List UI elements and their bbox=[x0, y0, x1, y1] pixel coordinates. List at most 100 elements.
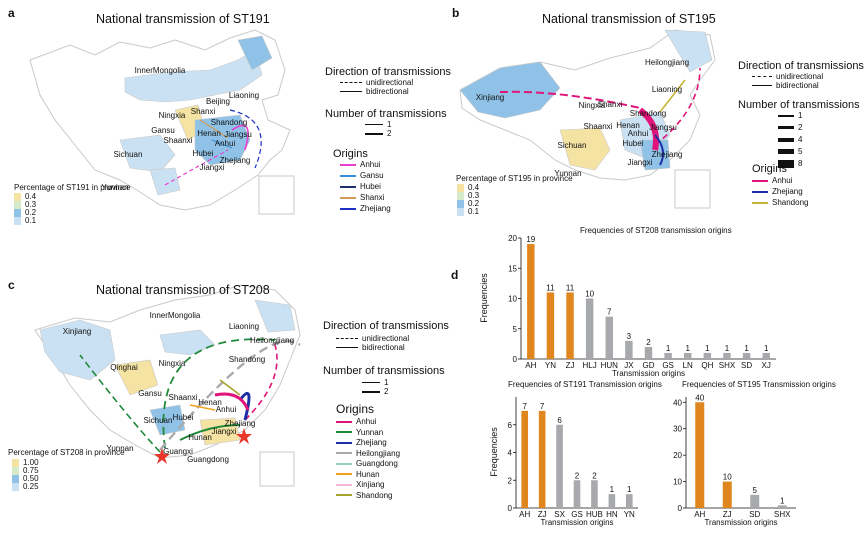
pct-swatch bbox=[14, 200, 21, 209]
province-labels-b: Heilongjiang Xinjiang Liaoning NingxiaShanx… bbox=[476, 58, 689, 178]
origin-item: Hubei bbox=[340, 182, 381, 191]
y-axis-label: Frequencies bbox=[479, 273, 489, 323]
bar bbox=[546, 292, 555, 359]
pct-label: 0.4 bbox=[25, 192, 37, 201]
data-label: 1 bbox=[686, 344, 691, 353]
number-item-a-0: 1 bbox=[365, 120, 391, 129]
origin-label: Anhui bbox=[360, 160, 381, 169]
province-label: Gansu bbox=[138, 389, 162, 398]
origin-swatch-icon bbox=[336, 473, 352, 475]
pct-title-c: Percentage of ST208 in province bbox=[8, 448, 125, 457]
data-label: 1 bbox=[725, 344, 730, 353]
y-tick-label: 4 bbox=[508, 449, 513, 458]
x-axis-label: Transmission origins bbox=[540, 518, 613, 527]
number-label: 1 bbox=[384, 378, 389, 387]
pct-label: 0.3 bbox=[468, 191, 480, 200]
pct-tick: 0.3 bbox=[457, 191, 479, 200]
x-tick-label: SHX bbox=[719, 361, 736, 370]
origin-item: Guangdong bbox=[336, 459, 398, 468]
province-label: Jiangsu bbox=[649, 123, 677, 132]
origin-label: Shandong bbox=[772, 198, 809, 207]
pct-label: 0.50 bbox=[23, 474, 39, 483]
data-label: 7 bbox=[540, 402, 545, 411]
province-label: Xinjiang bbox=[476, 93, 504, 102]
y-tick-label: 6 bbox=[508, 421, 513, 430]
origin-label: Anhui bbox=[356, 417, 377, 426]
pct-label: 0.2 bbox=[25, 208, 37, 217]
pct-label: 0.2 bbox=[468, 199, 480, 208]
x-tick-label: AH bbox=[525, 361, 536, 370]
number-title-c: Number of transmissions bbox=[323, 365, 445, 377]
bar bbox=[608, 494, 616, 508]
origin-item: Zhejiang bbox=[752, 187, 803, 196]
origin-swatch-icon bbox=[336, 452, 352, 454]
data-label: 7 bbox=[522, 402, 527, 411]
number-label: 2 bbox=[384, 387, 389, 396]
province-label: Jiangxi bbox=[628, 158, 653, 167]
origin-swatch-icon bbox=[336, 483, 352, 486]
number-item-a-1: 2 bbox=[365, 129, 391, 138]
direction-item-b-1: bidirectional bbox=[752, 81, 819, 90]
direction-label: bidirectional bbox=[366, 87, 409, 96]
data-label: 5 bbox=[753, 486, 758, 495]
pct-swatch bbox=[457, 183, 464, 192]
pct-swatch bbox=[457, 199, 464, 208]
x-tick-label: GS bbox=[571, 510, 583, 519]
pct-tick: 0.75 bbox=[12, 466, 39, 475]
province-label: Sichuan bbox=[114, 150, 143, 159]
data-label: 6 bbox=[557, 416, 562, 425]
province-label: Jiangsu bbox=[224, 130, 252, 139]
pct-tick: 0.50 bbox=[12, 474, 39, 483]
province-label: Guangdong bbox=[187, 455, 229, 464]
province-label: Jiangxi bbox=[200, 163, 225, 172]
province-label: Guangxi bbox=[163, 447, 193, 456]
province-label: Ningxia bbox=[159, 359, 186, 368]
origin-label: Gansu bbox=[360, 171, 384, 180]
bar bbox=[538, 410, 546, 508]
origin-item: Anhui bbox=[336, 417, 376, 426]
origin-label: Anhui bbox=[772, 176, 793, 185]
pct-swatch bbox=[14, 192, 21, 201]
province-label: Yunnan bbox=[554, 169, 581, 178]
x-tick-label: GS bbox=[662, 361, 674, 370]
bar bbox=[605, 316, 613, 359]
china-map-b bbox=[459, 29, 716, 209]
direction-item-c-0: unidirectional bbox=[336, 334, 409, 343]
y-tick-label: 30 bbox=[673, 425, 682, 434]
province-label: Anhui bbox=[216, 405, 237, 414]
number-item: 8 bbox=[778, 159, 802, 168]
direction-item-c-1: bidirectional bbox=[336, 343, 405, 352]
direction-item-a-0: unidirectional bbox=[340, 78, 413, 87]
x-tick-label: ZJ bbox=[538, 510, 547, 519]
x-tick-label: SD bbox=[741, 361, 752, 370]
y-axis-label: Frequencies bbox=[489, 427, 499, 477]
direction-label: unidirectional bbox=[366, 78, 414, 87]
pct-swatch bbox=[12, 474, 19, 483]
province-label: Qinghai bbox=[110, 363, 138, 372]
bar bbox=[684, 352, 692, 359]
bar-chart-1: Frequencies of ST191 Transmission origin… bbox=[489, 380, 662, 527]
y-tick-label: 10 bbox=[508, 295, 517, 304]
pct-label: 0.1 bbox=[468, 207, 480, 216]
province-label: Shanxi bbox=[598, 100, 623, 109]
y-tick-label: 15 bbox=[508, 264, 517, 273]
bar bbox=[527, 244, 535, 359]
province-label: Yunnan bbox=[101, 183, 128, 192]
origins-title-c: Origins bbox=[336, 402, 375, 416]
data-label: 1 bbox=[780, 496, 785, 505]
direction-item-b-0: unidirectional bbox=[752, 72, 823, 81]
origin-label: Zhejiang bbox=[360, 204, 391, 213]
bar bbox=[625, 340, 633, 359]
origin-label: Xinjiang bbox=[356, 480, 385, 489]
direction-label: bidirectional bbox=[362, 343, 405, 352]
province-label: Jiangxi bbox=[212, 427, 237, 436]
origin-swatch-icon bbox=[336, 462, 352, 465]
bar bbox=[742, 352, 751, 359]
province-label: Shandong bbox=[630, 109, 666, 118]
province-label: Shaanxi bbox=[169, 393, 198, 402]
pct-label: 0.4 bbox=[468, 183, 480, 192]
pct-title-b: Percentage of ST195 in province bbox=[456, 174, 573, 183]
direction-label: unidirectional bbox=[362, 334, 410, 343]
province-label: Anhui bbox=[215, 139, 236, 148]
